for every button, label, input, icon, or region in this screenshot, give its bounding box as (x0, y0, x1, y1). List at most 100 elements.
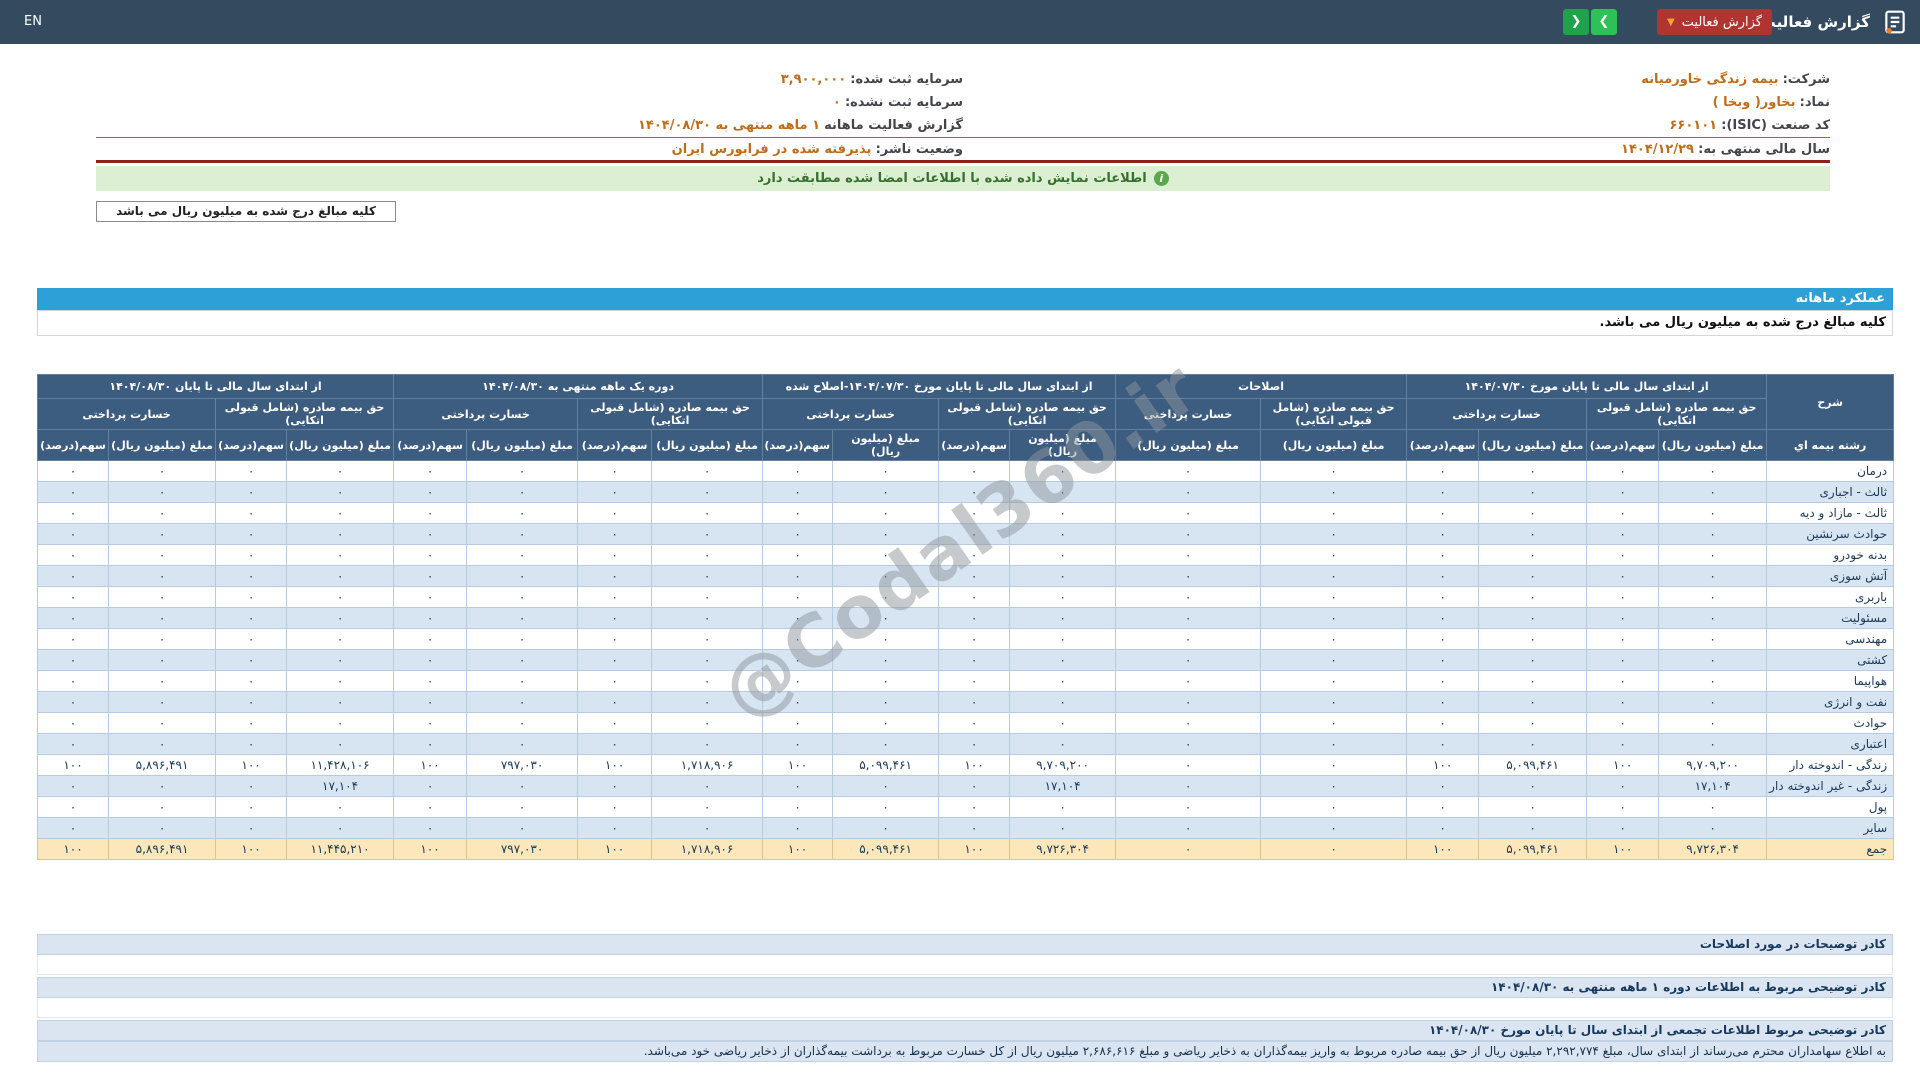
share-header: سهم(درصد) (938, 429, 1011, 461)
info-field-unregistered-capital: سرمایه ثبت نشده: ۰ (96, 95, 963, 110)
info-icon: i (1153, 171, 1169, 186)
data-cell: ۰ (1260, 691, 1408, 713)
data-cell: ۰ (577, 691, 653, 713)
data-cell: ۰ (762, 460, 834, 482)
language-toggle-en[interactable]: EN (24, 14, 42, 29)
data-cell: ۰ (108, 586, 217, 608)
data-cell: ۰ (215, 817, 288, 839)
data-cell: ۰ (1260, 817, 1408, 839)
table-row: زندگی - اندوخته دار ۹,۷۰۹,۲۰۰ ۱۰۰ ۵,۰۹۹,۴۶۱… (36, 754, 1895, 776)
data-cell: ۰ (1586, 523, 1660, 545)
data-cell: ۰ (1406, 523, 1480, 545)
share-header: سهم(درصد) (215, 429, 288, 461)
data-cell: ۰ (577, 460, 653, 482)
data-cell: ۰ (286, 691, 395, 713)
data-cell: ۰ (36, 586, 110, 608)
data-cell: ۰ (36, 712, 110, 734)
row-label: حوادث سرنشین (1766, 523, 1895, 545)
data-cell: ۰ (466, 691, 579, 713)
amount-header: مبلغ (میلیون ریال) (1115, 429, 1262, 461)
data-cell: ۰ (1009, 502, 1117, 524)
data-cell: ۰ (1478, 565, 1588, 587)
data-cell: ۱,۷۱۸,۹۰۶ (651, 838, 764, 860)
row-label: مهندسی (1766, 628, 1895, 650)
data-cell: ۰ (1406, 712, 1480, 734)
data-cell: ۰ (832, 523, 940, 545)
data-cell: ۰ (108, 775, 217, 797)
amount-header: مبلغ (میلیون ریال) (108, 429, 217, 461)
data-cell: ۰ (36, 460, 110, 482)
data-cell: ۱۰۰ (215, 838, 288, 860)
data-cell: ۰ (651, 460, 764, 482)
table-row: پول ۰ ۰ ۰ ۰ ۰ ۰ ۰ ۰ ۰ ۰ ۰ ۰ ۰ ۰ ۰ ۰ ۰ ۰ (36, 796, 1895, 818)
data-cell: ۰ (1260, 649, 1408, 671)
data-cell: ۰ (577, 628, 653, 650)
data-cell: ۰ (36, 796, 110, 818)
next-report-button[interactable]: ❯ (1591, 9, 1617, 35)
data-cell: ۰ (832, 649, 940, 671)
data-cell: ۰ (1115, 649, 1262, 671)
data-cell: ۰ (1478, 523, 1588, 545)
data-cell: ۰ (762, 796, 834, 818)
data-cell: ۰ (1658, 460, 1768, 482)
report-type-dropdown[interactable]: گزارش فعالیت ▼ (1656, 9, 1772, 35)
amount-header: مبلغ (میلیون ریال) (651, 429, 764, 461)
data-cell: ۰ (832, 796, 940, 818)
data-cell: ۰ (651, 817, 764, 839)
data-cell: ۰ (762, 607, 834, 629)
data-cell: ۰ (1260, 754, 1408, 776)
data-cell: ۰ (108, 670, 217, 692)
data-cell: ۰ (1658, 733, 1768, 755)
table-row: ثالث - اجباری ۰ ۰ ۰ ۰ ۰ ۰ ۰ ۰ ۰ ۰ ۰ ۰ ۰ ۰ ۰ ۰ ۰ ۰ (36, 481, 1895, 503)
share-header: سهم(درصد) (393, 429, 468, 461)
data-cell: ۰ (651, 481, 764, 503)
data-cell: ۰ (938, 544, 1011, 566)
data-cell: ۰ (762, 817, 834, 839)
data-cell: ۰ (1260, 586, 1408, 608)
data-cell: ۰ (577, 523, 653, 545)
data-cell: ۰ (832, 565, 940, 587)
table-corner-header: شرح (1766, 374, 1895, 430)
data-cell: ۰ (393, 544, 468, 566)
table-row: حوادث ۰ ۰ ۰ ۰ ۰ ۰ ۰ ۰ ۰ ۰ ۰ ۰ ۰ ۰ ۰ ۰ ۰ ۰ (36, 712, 1895, 734)
data-cell: ۰ (1260, 796, 1408, 818)
data-cell: ۰ (108, 817, 217, 839)
table-row: ثالث - مازاد و دیه ۰ ۰ ۰ ۰ ۰ ۰ ۰ ۰ ۰ ۰ ۰ ۰ ۰ ۰ ۰ ۰ ۰ ۰ (36, 502, 1895, 524)
share-header: سهم(درصد) (1586, 429, 1660, 461)
data-cell: ۰ (1260, 565, 1408, 587)
data-cell: ۰ (393, 733, 468, 755)
info-row: سال مالی منتهی به: ۱۴۰۴/۱۲/۲۹ وضعیت ناشر… (96, 137, 1830, 163)
data-cell: ۰ (1586, 460, 1660, 482)
data-cell: ۰ (1115, 565, 1262, 587)
data-cell: ۰ (938, 628, 1011, 650)
data-cell: ۱۰۰ (938, 754, 1011, 776)
data-cell: ۰ (1586, 628, 1660, 650)
data-cell: ۰ (1260, 670, 1408, 692)
data-cell: ۰ (1115, 544, 1262, 566)
data-cell: ۰ (286, 670, 395, 692)
data-cell: ۰ (215, 691, 288, 713)
data-cell: ۰ (1260, 481, 1408, 503)
data-cell: ۰ (832, 586, 940, 608)
premium-subheader: حق بیمه صادره (شامل قبولی اتکایی) (1260, 398, 1408, 430)
prev-report-button[interactable]: ❮ (1563, 9, 1589, 35)
data-cell: ۰ (466, 544, 579, 566)
table-row: مسئولیت ۰ ۰ ۰ ۰ ۰ ۰ ۰ ۰ ۰ ۰ ۰ ۰ ۰ ۰ ۰ ۰ ۰ ۰ (36, 607, 1895, 629)
data-cell: ۰ (466, 586, 579, 608)
amount-header: مبلغ (میلیون ریال) (286, 429, 395, 461)
data-cell: ۰ (1009, 712, 1117, 734)
data-cell: ۰ (1586, 649, 1660, 671)
data-cell: ۰ (1478, 796, 1588, 818)
row-label: درمان (1766, 460, 1895, 482)
data-cell: ۰ (577, 775, 653, 797)
data-cell: ۰ (1260, 607, 1408, 629)
table-total-row: جمع ۹,۷۲۶,۳۰۴ ۱۰۰ ۵,۰۹۹,۴۶۱ ۱۰۰ ۰ ۰ ۹,۷۲۶,۳۰۴ ۱۰… (36, 838, 1895, 860)
info-row: نماد: بخاور( وبخا ) سرمایه ثبت نشده: ۰ (96, 91, 1830, 114)
data-cell: ۰ (762, 712, 834, 734)
amount-header: مبلغ (میلیون ریال) (832, 429, 940, 461)
data-cell: ۰ (215, 502, 288, 524)
amount-header: مبلغ (میلیون ریال) (1009, 429, 1117, 461)
data-cell: ۰ (1406, 691, 1480, 713)
data-cell: ۰ (286, 460, 395, 482)
data-cell: ۰ (393, 775, 468, 797)
